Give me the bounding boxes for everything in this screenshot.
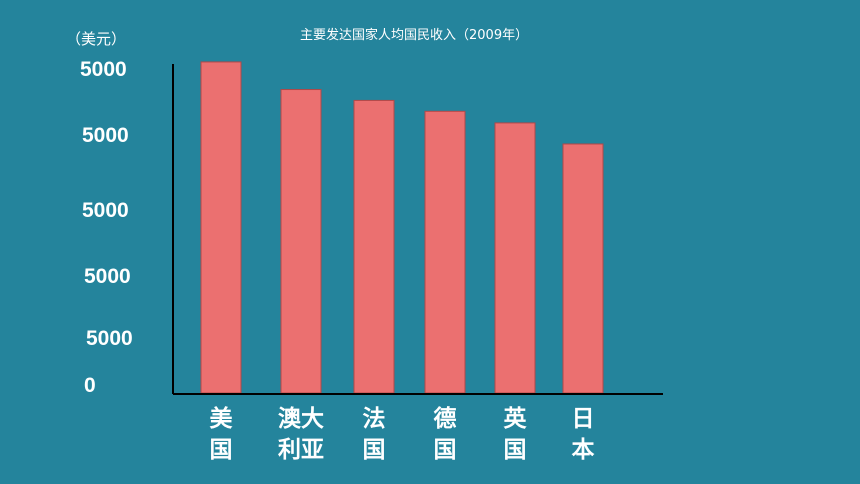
bar <box>280 89 322 394</box>
x-tick-label-line: 美 <box>209 406 233 432</box>
bar <box>200 61 242 394</box>
x-tick-label-line: 国 <box>362 437 386 463</box>
y-tick-label: 5000 <box>84 265 131 288</box>
x-tick-label-line: 利亚 <box>278 437 324 463</box>
chart-title: 主要发达国家人均国民收入（2009年） <box>300 28 529 43</box>
bar <box>424 110 466 394</box>
x-tick-label: 美国 <box>186 404 256 466</box>
x-tick-label-line: 澳大 <box>278 406 324 432</box>
bar <box>353 99 395 394</box>
x-tick-label-line: 本 <box>571 437 595 463</box>
x-tick-label-line: 英 <box>503 406 527 432</box>
bar <box>562 143 604 394</box>
x-tick-label-line: 德 <box>433 406 457 432</box>
x-tick-label: 英国 <box>480 404 550 466</box>
y-tick-label: 0 <box>84 374 96 397</box>
bar <box>494 122 536 394</box>
x-tick-label-line: 国 <box>433 437 457 463</box>
x-tick-label-line: 日 <box>571 406 595 432</box>
x-tick-label-line: 国 <box>503 437 527 463</box>
x-tick-label: 法国 <box>339 404 409 466</box>
y-tick-label: 5000 <box>86 327 133 350</box>
x-tick-label: 澳大 利亚 <box>266 404 336 466</box>
y-axis-unit: （美元） <box>66 30 127 48</box>
x-tick-label-line: 国 <box>209 437 233 463</box>
y-tick-label: 5000 <box>80 58 127 81</box>
x-tick-label: 德国 <box>410 404 480 466</box>
x-tick-label: 日本 <box>548 404 618 466</box>
x-tick-label-line: 法 <box>362 406 386 432</box>
y-tick-label: 5000 <box>82 124 129 147</box>
y-tick-label: 5000 <box>82 199 129 222</box>
